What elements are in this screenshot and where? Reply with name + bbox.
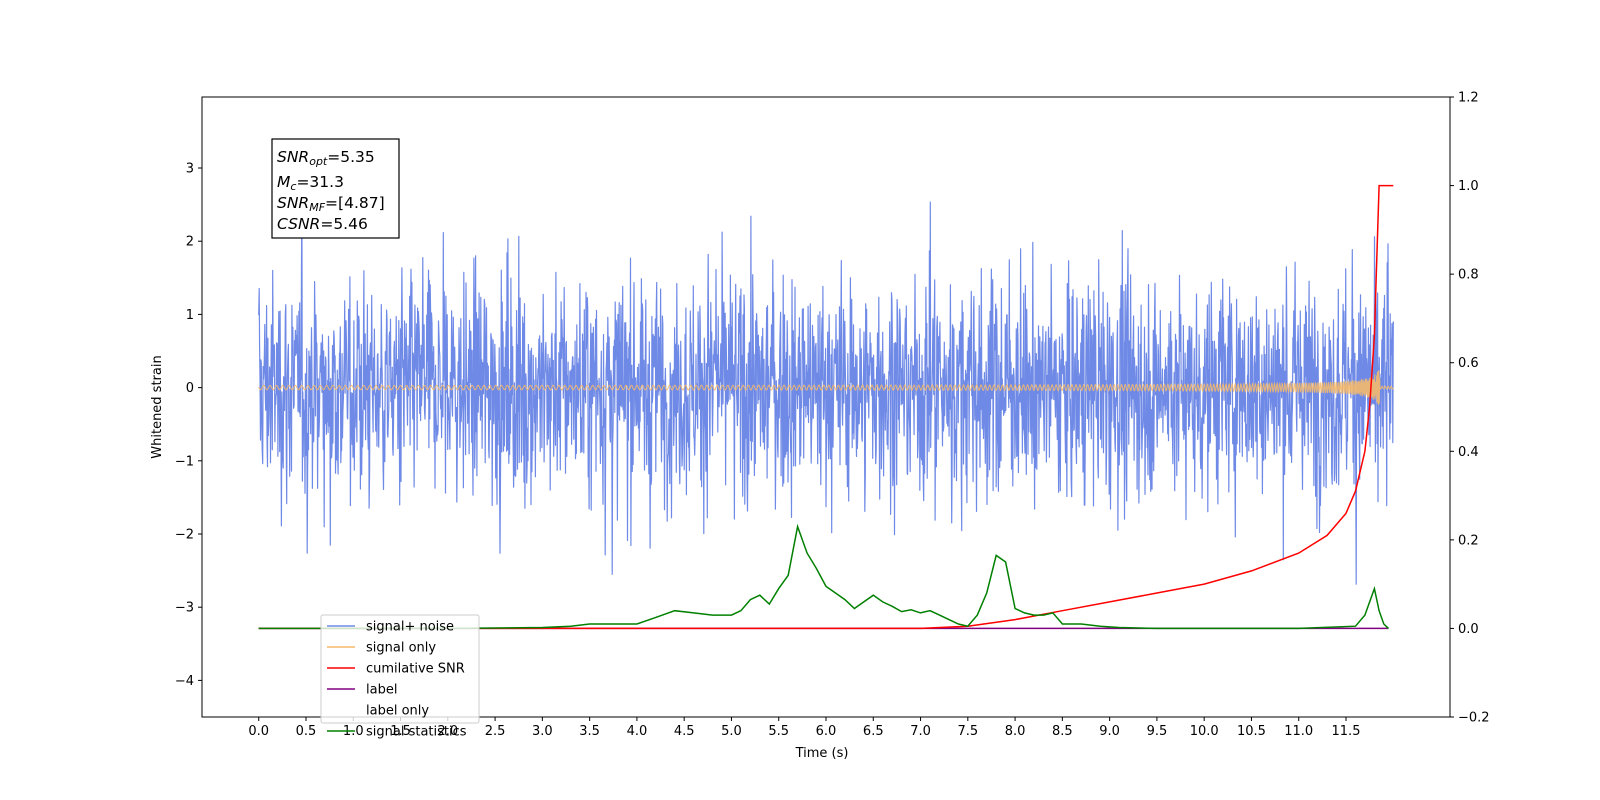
x-tick-label: 2.0 (437, 724, 458, 739)
x-tick-label: 9.0 (1099, 724, 1120, 739)
stats-mc: Mc=31.3 (277, 173, 344, 193)
y-tick-label: 1 (186, 308, 194, 323)
stats-snr-opt: SNRopt=5.35 (277, 148, 375, 168)
legend-entry-label: signal only (366, 641, 436, 656)
x-tick-label: 6.5 (863, 724, 884, 739)
y2-tick-label: −0.2 (1458, 711, 1490, 726)
series-signal-noise (258, 201, 1394, 585)
y2-tick-label: 0.8 (1458, 268, 1479, 283)
x-axis: 0.0 0.5 1.0 1.5 2.0 2.5 3.0 3.5 4.0 4.5 5.0 5.5 6.0 6… (248, 717, 1360, 739)
series-signal-only (258, 369, 1394, 405)
x-tick-label: 6.0 (816, 724, 837, 739)
x-tick-label: 11.5 (1332, 724, 1361, 739)
x-tick-label: 11.0 (1284, 724, 1313, 739)
x-tick-label: 7.0 (910, 724, 931, 739)
x-tick-label: 4.0 (627, 724, 648, 739)
legend: signal+ noise signal only cumilative SNR la… (320, 614, 480, 740)
x-tick-label: 7.5 (957, 724, 978, 739)
x-tick-label: 5.0 (721, 724, 742, 739)
legend-entry-label: signal statistics (366, 725, 467, 740)
legend-entry-label: label (366, 683, 397, 698)
plot-area (258, 184, 1394, 630)
y2-tick-label: 0.0 (1458, 622, 1479, 637)
x-tick-label: 3.0 (532, 724, 553, 739)
y-axis-left: −4 −3 −2 −1 0 1 2 3 (175, 162, 202, 689)
legend-entry-label: cumilative SNR (366, 662, 465, 677)
x-tick-label: 4.5 (674, 724, 695, 739)
x-tick-label: 8.0 (1005, 724, 1026, 739)
series-signal-statistics (258, 523, 1390, 630)
y2-tick-label: 1.2 (1458, 91, 1479, 106)
x-tick-label: 3.5 (579, 724, 600, 739)
y2-tick-label: 0.6 (1458, 356, 1479, 371)
y-tick-label: −1 (175, 454, 194, 469)
series-cumulative-snr (258, 184, 1394, 630)
y-tick-label: −2 (175, 528, 194, 543)
x-tick-label: 0.0 (248, 724, 269, 739)
y-tick-label: 2 (186, 235, 194, 250)
y2-tick-label: 1.0 (1458, 179, 1479, 194)
x-tick-label: 10.0 (1190, 724, 1219, 739)
x-tick-label: 8.5 (1052, 724, 1073, 739)
x-tick-label: 0.5 (296, 724, 317, 739)
y-tick-label: −3 (175, 601, 194, 616)
stats-snr-mf: SNRMF=[4.87] (277, 194, 385, 214)
stats-box: SNRopt=5.35 Mc=31.3 SNRMF=[4.87] CSNR=5.… (271, 138, 400, 239)
x-tick-label: 10.5 (1237, 724, 1266, 739)
x-tick-label: 1.5 (390, 724, 411, 739)
y-axis-right: −0.2 0.0 0.2 0.4 0.6 0.8 1.0 1.2 (1450, 91, 1490, 726)
y-tick-label: 0 (186, 381, 194, 396)
x-axis-label: Time (s) (795, 746, 849, 761)
y-tick-label: −4 (175, 674, 194, 689)
legend-entry-label: label only (366, 704, 429, 719)
y2-tick-label: 0.4 (1458, 445, 1479, 460)
x-tick-label: 5.5 (768, 724, 789, 739)
legend-entry-label: signal+ noise (366, 620, 454, 635)
y2-tick-label: 0.2 (1458, 533, 1479, 548)
stats-csnr: CSNR=5.46 (277, 215, 368, 233)
x-tick-label: 2.5 (485, 724, 506, 739)
y-tick-label: 3 (186, 162, 194, 177)
y-axis-label: Whitened strain (150, 355, 165, 458)
x-tick-label: 9.5 (1147, 724, 1168, 739)
